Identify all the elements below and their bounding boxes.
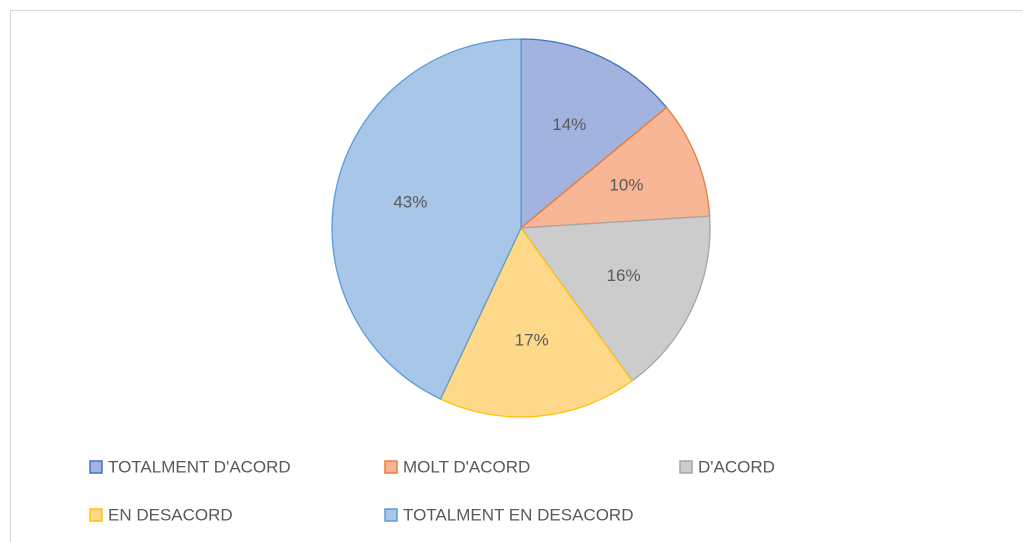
data-label: 14% <box>552 115 586 134</box>
legend-swatch <box>89 508 103 522</box>
legend-label: D'ACORD <box>698 457 775 476</box>
legend-label: EN DESACORD <box>108 505 233 524</box>
legend-swatch <box>679 460 693 474</box>
data-label: 16% <box>607 266 641 285</box>
pie-slice <box>520 38 668 230</box>
pie-slice <box>439 226 633 418</box>
data-label: 43% <box>393 193 427 212</box>
data-label: 17% <box>515 330 549 349</box>
data-label: 10% <box>609 176 643 195</box>
legend-swatch <box>384 460 398 474</box>
pie-slice <box>331 38 522 400</box>
legend-label: MOLT D'ACORD <box>403 457 530 476</box>
legend-swatch <box>384 508 398 522</box>
legend-label: TOTALMENT D'ACORD <box>108 457 291 476</box>
pie-slice <box>519 106 711 229</box>
pie-slice <box>519 215 711 382</box>
legend-swatch <box>89 460 103 474</box>
legend-label: TOTALMENT EN DESACORD <box>403 505 633 524</box>
chart-border <box>10 10 1023 542</box>
